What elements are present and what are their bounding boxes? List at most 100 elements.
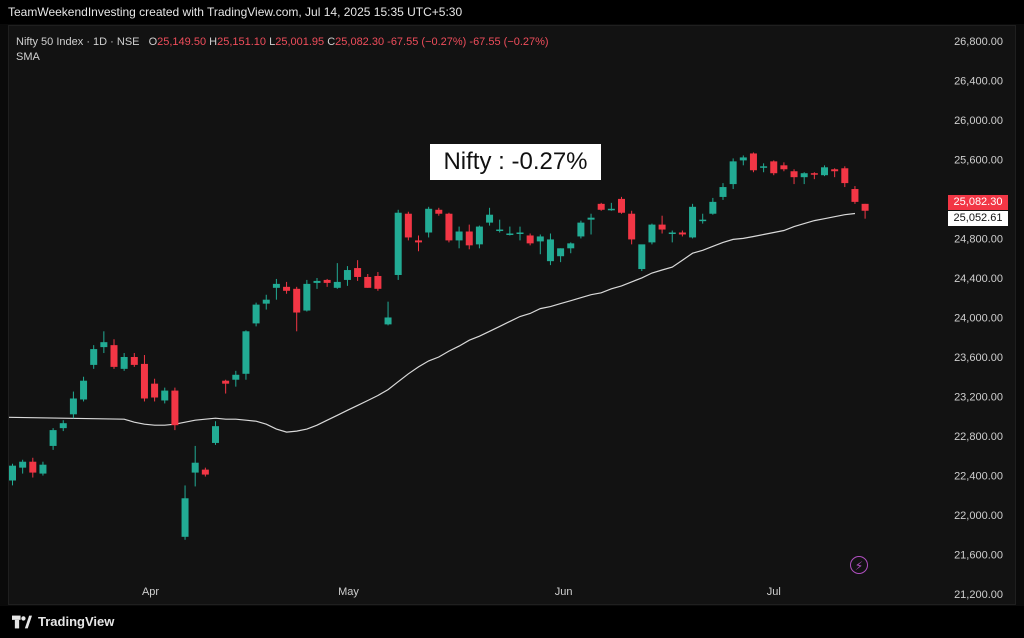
candle[interactable]	[455, 226, 463, 249]
candle[interactable]	[283, 281, 291, 294]
candle[interactable]	[364, 273, 372, 288]
candle[interactable]	[790, 169, 798, 185]
candle[interactable]	[668, 230, 676, 243]
candle[interactable]	[140, 355, 148, 402]
candle[interactable]	[384, 301, 392, 326]
candle[interactable]	[49, 428, 57, 450]
candle[interactable]	[333, 263, 341, 289]
candle[interactable]	[597, 202, 605, 211]
candle[interactable]	[130, 353, 138, 367]
candle[interactable]	[374, 272, 382, 291]
nifty-annotation[interactable]: Nifty : -0.27%	[430, 144, 601, 180]
candle[interactable]	[151, 378, 159, 402]
candle-body	[760, 166, 768, 168]
candle[interactable]	[222, 379, 230, 394]
candle[interactable]	[475, 225, 483, 249]
candle[interactable]	[628, 210, 636, 245]
candle[interactable]	[120, 353, 128, 371]
candle[interactable]	[486, 207, 494, 226]
candle[interactable]	[354, 260, 362, 281]
candlestick-chart[interactable]: 26,800.0026,400.0026,000.0025,600.0025,2…	[0, 0, 1024, 606]
candle[interactable]	[496, 219, 504, 233]
candle[interactable]	[607, 202, 615, 211]
candle[interactable]	[80, 376, 88, 402]
candle[interactable]	[19, 459, 27, 474]
candle[interactable]	[851, 186, 859, 204]
candle-body	[80, 380, 88, 400]
candle[interactable]	[262, 294, 270, 310]
candle[interactable]	[293, 286, 301, 332]
candle[interactable]	[272, 278, 280, 300]
candle[interactable]	[618, 196, 625, 214]
candle[interactable]	[100, 331, 108, 354]
candle[interactable]	[161, 387, 169, 404]
candle[interactable]	[181, 485, 189, 540]
candle[interactable]	[29, 457, 37, 478]
candle-body	[851, 189, 859, 202]
candle[interactable]	[445, 212, 453, 243]
candle[interactable]	[770, 160, 778, 176]
candle[interactable]	[212, 421, 219, 445]
chart-panel[interactable]	[8, 25, 1016, 605]
candle[interactable]	[394, 209, 402, 280]
tradingview-logo[interactable]: TradingView	[12, 614, 114, 629]
candle[interactable]	[191, 445, 199, 487]
candle[interactable]	[59, 420, 67, 432]
candle[interactable]	[425, 206, 433, 238]
candle-body	[90, 349, 98, 365]
candle[interactable]	[435, 207, 443, 216]
y-axis: 26,800.0026,400.0026,000.0025,600.0025,2…	[954, 36, 1003, 601]
candle[interactable]	[800, 172, 808, 185]
candle[interactable]	[39, 461, 47, 476]
candle[interactable]	[648, 223, 656, 245]
symbol-label[interactable]: Nifty 50 Index · 1D · NSE	[16, 36, 140, 48]
candle[interactable]	[861, 203, 869, 219]
candle[interactable]	[689, 203, 697, 239]
candle[interactable]	[546, 233, 554, 266]
candle[interactable]	[821, 165, 828, 177]
candle[interactable]	[110, 339, 118, 369]
candle-body	[739, 157, 747, 161]
candle[interactable]	[729, 158, 737, 190]
candle[interactable]	[831, 168, 839, 178]
candle[interactable]	[404, 211, 412, 241]
candle[interactable]	[739, 155, 747, 166]
candle[interactable]	[526, 233, 534, 246]
candle[interactable]	[557, 248, 565, 263]
candle[interactable]	[678, 230, 686, 237]
candle[interactable]	[516, 226, 524, 241]
candle[interactable]	[415, 235, 422, 252]
candle[interactable]	[587, 213, 595, 235]
candle[interactable]	[719, 183, 727, 200]
candle[interactable]	[709, 197, 717, 215]
candle[interactable]	[69, 391, 77, 419]
sma-line[interactable]	[8, 212, 856, 433]
y-tick-label: 26,000.00	[954, 115, 1003, 127]
candle[interactable]	[577, 220, 585, 239]
candle[interactable]	[303, 279, 311, 312]
candle[interactable]	[638, 244, 646, 272]
candle[interactable]	[232, 370, 240, 387]
candle[interactable]	[749, 152, 757, 173]
candle[interactable]	[242, 330, 250, 380]
candle[interactable]	[252, 302, 260, 327]
candle[interactable]	[171, 387, 179, 431]
candle[interactable]	[699, 213, 707, 224]
candle[interactable]	[780, 162, 788, 172]
candle[interactable]	[90, 345, 98, 369]
candle[interactable]	[343, 266, 351, 286]
sma-indicator-label[interactable]: SMA	[16, 51, 40, 63]
candle[interactable]	[760, 163, 768, 173]
candle[interactable]	[536, 234, 544, 255]
candle[interactable]	[841, 166, 849, 188]
candle[interactable]	[658, 215, 666, 234]
candle[interactable]	[323, 278, 331, 287]
lightning-icon[interactable]: ⚡	[850, 556, 868, 574]
candle[interactable]	[506, 226, 514, 236]
candle[interactable]	[567, 242, 575, 254]
candle[interactable]	[9, 463, 16, 486]
candle[interactable]	[810, 172, 818, 180]
candle[interactable]	[201, 467, 209, 477]
candle[interactable]	[465, 224, 473, 250]
candle[interactable]	[313, 277, 321, 289]
